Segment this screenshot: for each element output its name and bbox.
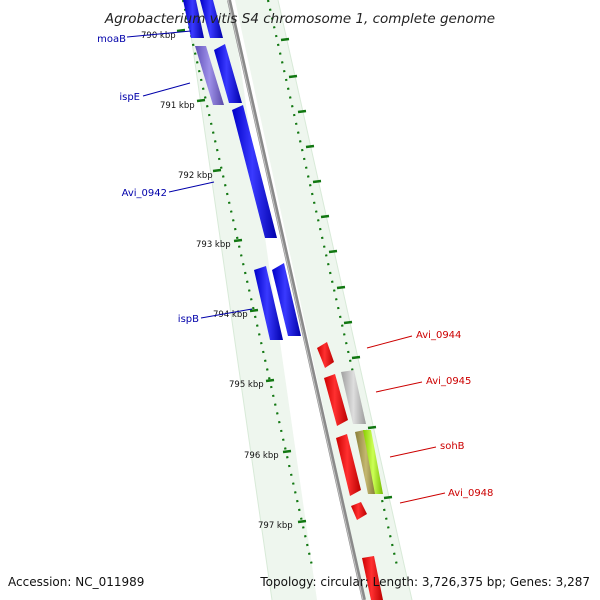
- gene-fwd-2[interactable]: [200, 0, 223, 38]
- reverse-gene-labels: Avi_0944 Avi_0945 sohB Avi_0948: [416, 330, 493, 499]
- tick-label-797: 797 kbp: [258, 521, 293, 531]
- gene-ispB[interactable]: [254, 266, 283, 340]
- tick-790: [176, 28, 186, 33]
- gene-Avi_0945[interactable]: [341, 370, 366, 424]
- tick-label-790: 790 kbp: [141, 31, 176, 41]
- gene-sohB[interactable]: [363, 430, 383, 494]
- gene-Avi_0944b[interactable]: [324, 374, 348, 426]
- genome-backbone: [227, 0, 366, 600]
- map-title: Agrobacterium vitis S4 chromosome 1, com…: [104, 11, 495, 27]
- gene-ispE[interactable]: [214, 44, 242, 103]
- leader-Avi_0942: [168, 181, 215, 193]
- tick-label-791: 791 kbp: [160, 101, 195, 111]
- gene-fwd-7[interactable]: [272, 263, 301, 336]
- tick-label-793: 793 kbp: [196, 240, 231, 250]
- label-sohB[interactable]: sohB: [440, 441, 465, 452]
- tick-label-792: 792 kbp: [178, 171, 213, 181]
- gene-Avi_0944[interactable]: [317, 342, 334, 368]
- tick-outer-12: [383, 495, 393, 500]
- tick-label-796: 796 kbp: [244, 451, 279, 461]
- tick-793: [233, 238, 243, 243]
- leader-Avi_0944: [366, 335, 413, 349]
- tick-outer-1: [280, 37, 290, 42]
- gene-moaB[interactable]: [183, 0, 204, 38]
- gene-red-8[interactable]: [362, 556, 383, 600]
- label-Avi_0945[interactable]: Avi_0945: [426, 376, 471, 387]
- label-moaB[interactable]: moaB: [97, 34, 126, 45]
- tick-outer-4: [305, 144, 315, 149]
- label-ispE[interactable]: ispE: [119, 92, 140, 103]
- gene-ispE-purple[interactable]: [195, 46, 224, 105]
- label-Avi_0948[interactable]: Avi_0948: [448, 488, 493, 499]
- gene-Avi_0942[interactable]: [232, 105, 277, 238]
- tick-outer-2: [288, 74, 298, 79]
- reverse-lane-edge: [277, 0, 413, 600]
- forward-genes: [183, 0, 301, 340]
- gene-Avi_0948[interactable]: [351, 502, 367, 520]
- tick-labels: 790 kbp 791 kbp 792 kbp 793 kbp 794 kbp …: [141, 31, 293, 531]
- label-Avi_0942[interactable]: Avi_0942: [122, 188, 167, 199]
- leader-sohB: [389, 446, 437, 458]
- tick-outer-5: [312, 179, 322, 184]
- tick-outer-10: [351, 355, 361, 360]
- leader-moaB: [126, 30, 192, 38]
- tick-792: [212, 168, 222, 173]
- leader-ispB: [200, 308, 253, 319]
- leader-ispE: [142, 82, 191, 97]
- label-ispB[interactable]: ispB: [178, 314, 199, 325]
- tick-795: [265, 378, 275, 383]
- scale-line-inner: [181, 0, 315, 571]
- tick-outer-8: [336, 285, 346, 290]
- tick-797: [297, 519, 307, 524]
- tick-791: [196, 98, 206, 103]
- genome-backbone-highlight: [227, 0, 364, 600]
- gene-red-4[interactable]: [336, 434, 361, 496]
- tick-outer-3: [297, 109, 307, 114]
- gene-olive[interactable]: [355, 430, 377, 494]
- tick-outer-9: [343, 320, 353, 325]
- accession-text: Accession: NC_011989: [8, 575, 145, 589]
- tick-outer-11: [367, 425, 377, 430]
- tick-label-794: 794 kbp: [213, 310, 248, 320]
- tick-outer-7: [328, 249, 338, 254]
- scale-ticks: [176, 28, 393, 524]
- leader-Avi_0948: [399, 492, 446, 504]
- tick-outer-6: [320, 214, 330, 219]
- topology-text: Topology: circular; Length: 3,726,375 bp…: [260, 575, 590, 589]
- reverse-genes: [317, 342, 383, 600]
- tick-label-795: 795 kbp: [229, 380, 264, 390]
- tick-794: [249, 308, 259, 313]
- leader-Avi_0945: [375, 381, 423, 393]
- reverse-label-leaders: [366, 335, 446, 504]
- label-Avi_0944[interactable]: Avi_0944: [416, 330, 461, 341]
- forward-label-leaders: [126, 30, 253, 319]
- tick-796: [282, 449, 292, 454]
- forward-gene-labels: moaB ispE Avi_0942 ispB: [97, 34, 199, 325]
